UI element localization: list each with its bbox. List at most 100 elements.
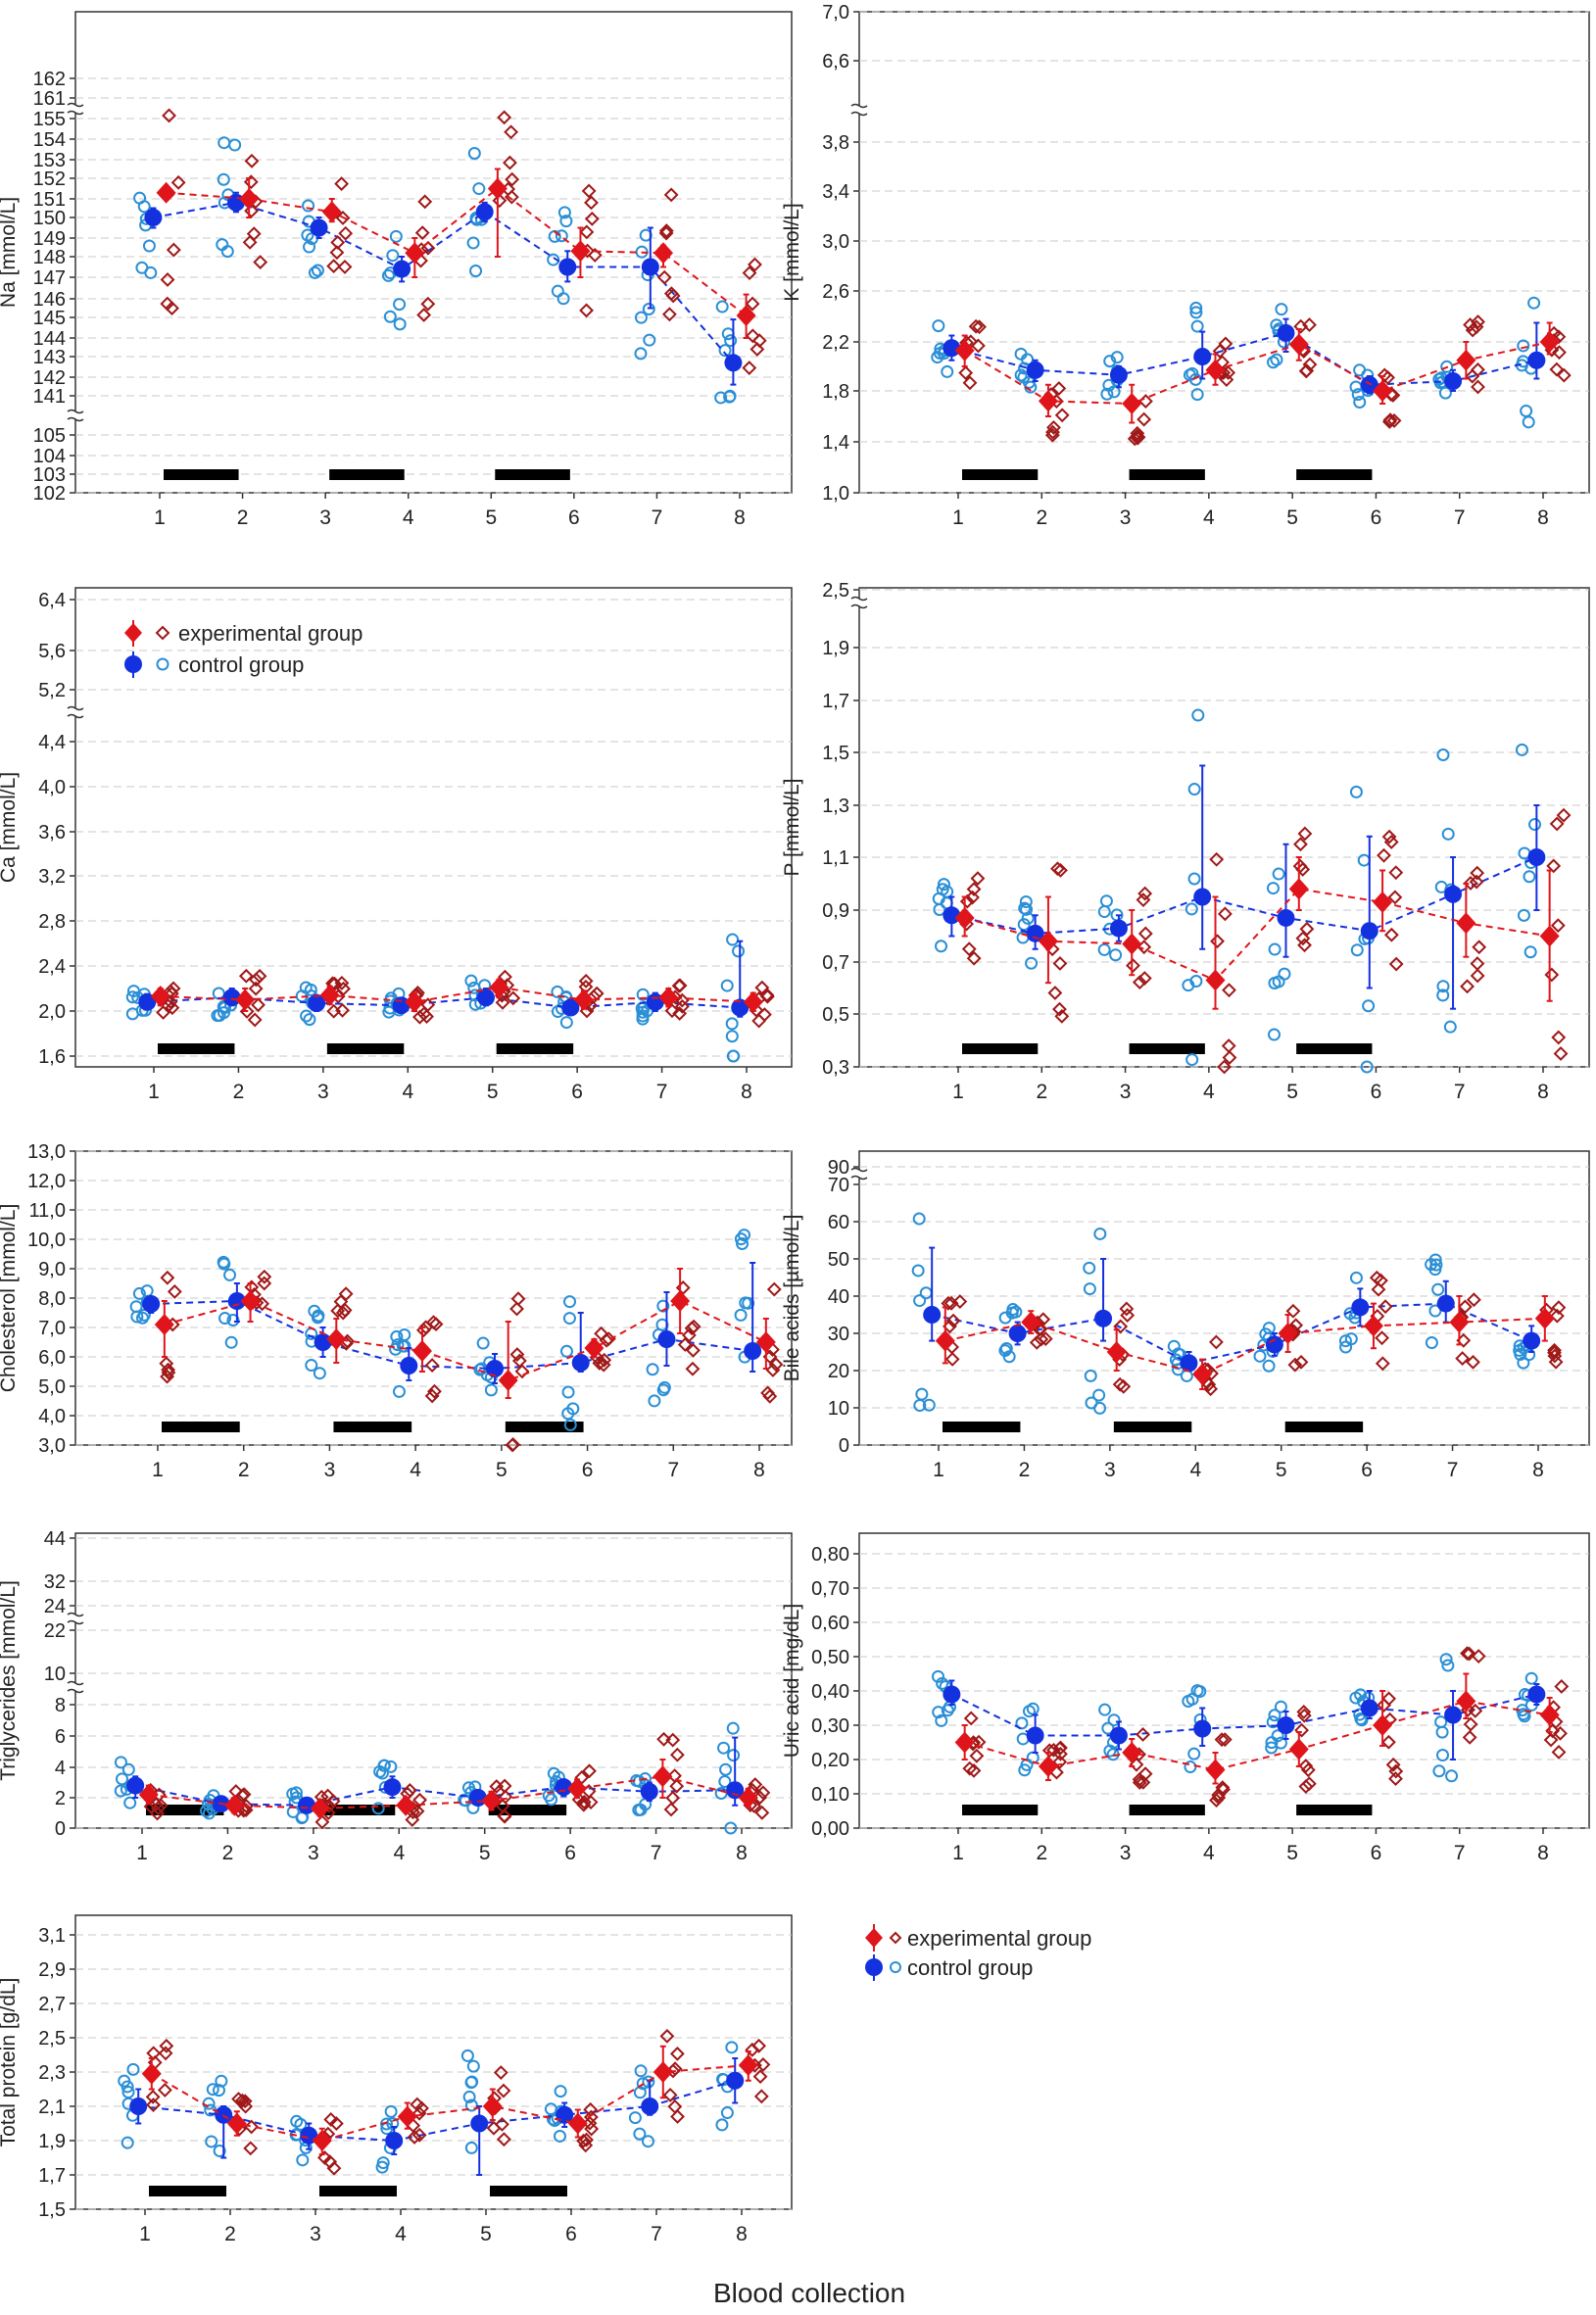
raw-point: [1546, 858, 1562, 874]
raw-point: [1350, 943, 1364, 957]
raw-point: [943, 1295, 959, 1311]
series-experimental: [138, 1731, 771, 1830]
raw-point: [656, 1299, 670, 1313]
plot-frame: [858, 11, 1590, 494]
raw-point: [1025, 956, 1039, 970]
raw-point: [427, 1383, 442, 1399]
y-tick-label: 1,6: [38, 1046, 66, 1068]
training-period-bar: [158, 1043, 235, 1054]
y-tick-label: 142: [33, 367, 66, 389]
x-tick-label: 7: [652, 506, 663, 529]
raw-point: [504, 124, 519, 140]
mean-marker: [1038, 930, 1058, 952]
raw-point: [581, 183, 597, 199]
mean-marker: [1444, 372, 1463, 390]
raw-point: [1046, 1742, 1061, 1758]
mean-marker: [1026, 924, 1044, 942]
training-period-bar: [1296, 1043, 1373, 1054]
raw-point: [632, 1803, 646, 1816]
raw-point: [1053, 1746, 1068, 1761]
raw-point: [126, 2062, 140, 2076]
training-period-bar: [1296, 1805, 1373, 1815]
raw-point: [584, 195, 599, 211]
series-experimental: [154, 1268, 784, 1453]
mean-marker: [923, 1306, 942, 1324]
raw-point: [1353, 395, 1367, 409]
raw-point: [462, 2090, 476, 2103]
y-tick-label: 4,0: [38, 1406, 66, 1427]
raw-point: [1020, 902, 1034, 916]
raw-point: [944, 1351, 960, 1367]
y-tick-label: 1,5: [822, 743, 849, 764]
legend-diamond-icon: [124, 623, 142, 643]
x-tick-label: 6: [582, 1459, 594, 1481]
raw-point: [205, 2135, 218, 2148]
raw-point: [1425, 1336, 1438, 1350]
y-tick-label: 11,0: [29, 1200, 66, 1222]
raw-point: [1439, 1653, 1453, 1666]
raw-point: [1428, 1304, 1442, 1318]
mean-line: [964, 1700, 1550, 1771]
training-period-bar: [496, 1043, 574, 1054]
mean-marker: [486, 1360, 505, 1377]
raw-point: [1524, 1671, 1538, 1685]
x-tick-label: 7: [1447, 1459, 1459, 1481]
raw-point: [164, 986, 179, 1001]
raw-point: [1556, 807, 1572, 823]
training-period-bar: [1296, 469, 1373, 480]
raw-point: [509, 1347, 525, 1362]
raw-point: [1022, 375, 1036, 389]
raw-point: [466, 2059, 480, 2073]
x-tick-label: 2: [222, 1842, 234, 1864]
raw-point: [1369, 1270, 1384, 1285]
raw-point: [1472, 940, 1487, 955]
raw-point: [420, 997, 436, 1013]
plot-frame: [74, 1914, 793, 2210]
raw-point: [563, 1295, 577, 1309]
raw-point: [464, 2098, 478, 2112]
training-period-bar: [146, 1805, 224, 1815]
training-period-bar: [943, 1422, 1021, 1432]
x-tick-label: 8: [753, 1459, 765, 1481]
mean-marker: [308, 993, 326, 1012]
raw-point: [935, 940, 948, 953]
mean-line: [148, 1775, 750, 1809]
raw-point: [1015, 1716, 1029, 1730]
mean-marker: [935, 1329, 955, 1352]
axis-break-mask: [851, 599, 867, 606]
x-tick-label: 5: [1276, 1459, 1287, 1481]
raw-point: [1462, 1646, 1476, 1662]
y-tick-label: 5,6: [38, 641, 66, 662]
raw-point: [922, 1398, 936, 1412]
raw-point: [1431, 1282, 1445, 1296]
mean-marker: [1265, 1335, 1283, 1354]
raw-point: [1189, 301, 1203, 314]
x-tick-label: 5: [485, 506, 497, 529]
raw-point: [156, 1005, 170, 1020]
raw-point: [334, 176, 350, 191]
mean-marker: [1288, 333, 1309, 356]
raw-point: [1353, 363, 1367, 377]
raw-point: [390, 1329, 404, 1343]
mean-marker: [584, 1337, 605, 1359]
raw-point: [495, 1799, 510, 1813]
mean-marker: [396, 1794, 416, 1816]
raw-point: [398, 1327, 411, 1341]
raw-point: [1187, 783, 1201, 796]
mean-marker: [1021, 1311, 1041, 1333]
raw-point: [121, 2080, 134, 2094]
raw-point: [492, 193, 508, 209]
mean-marker: [1026, 361, 1044, 379]
raw-point: [1300, 1762, 1316, 1778]
raw-point: [1517, 1708, 1530, 1721]
raw-point: [114, 1784, 127, 1798]
mean-marker: [310, 218, 328, 237]
axis-break-mask: [68, 411, 83, 419]
y-tick-label: 1,1: [822, 847, 849, 869]
raw-point: [1262, 1359, 1276, 1373]
x-tick-label: 7: [651, 1842, 662, 1864]
legend-dot-icon: [865, 1958, 883, 1976]
raw-point: [217, 172, 230, 186]
raw-point: [333, 1294, 349, 1310]
